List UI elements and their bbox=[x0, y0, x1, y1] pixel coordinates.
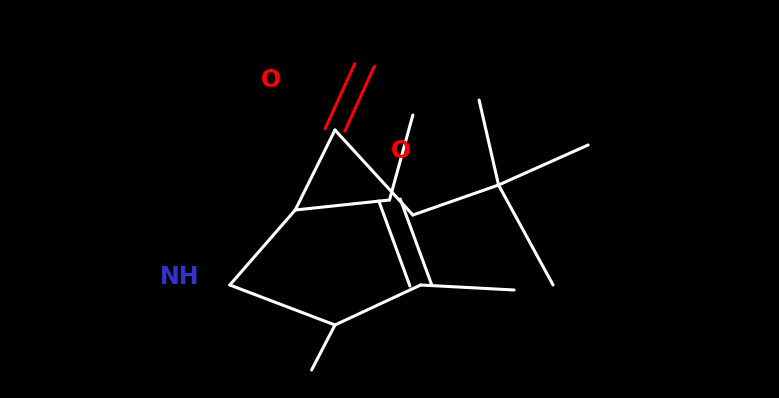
Text: NH: NH bbox=[160, 265, 199, 289]
Text: O: O bbox=[391, 139, 411, 163]
Text: O: O bbox=[261, 68, 281, 92]
